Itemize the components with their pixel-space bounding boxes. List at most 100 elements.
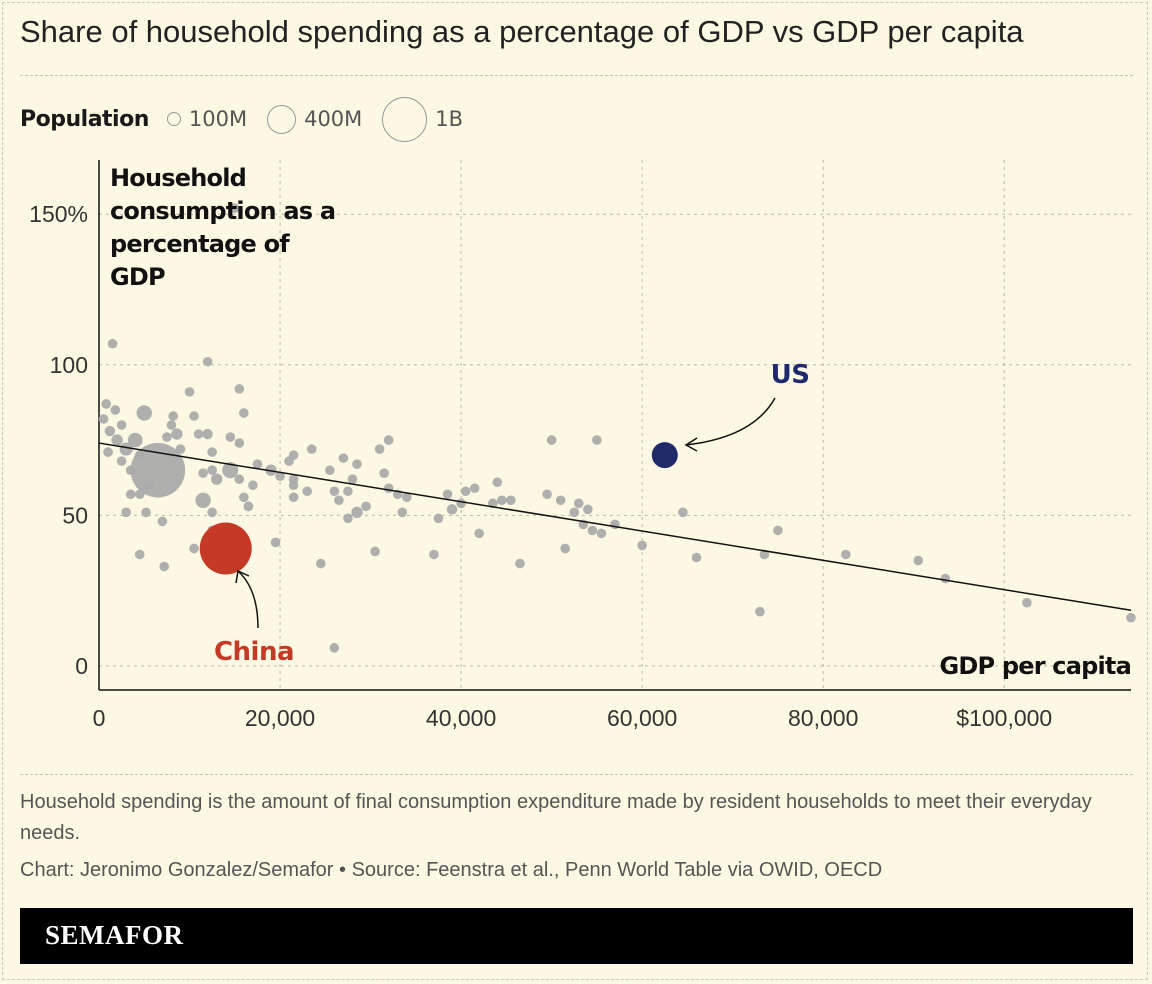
- chart-note: Household spending is the amount of fina…: [20, 791, 1092, 844]
- data-point: [116, 420, 127, 430]
- data-point: [171, 428, 183, 440]
- data-point: [759, 549, 770, 560]
- data-point: [234, 384, 245, 394]
- data-point: [940, 573, 951, 584]
- x-tick-label: 60,000: [607, 705, 677, 731]
- trendline: [98, 442, 1132, 611]
- data-point: [401, 492, 412, 503]
- data-point: [315, 558, 326, 569]
- data-point: [119, 442, 133, 456]
- data-point: [460, 486, 471, 497]
- data-point: [98, 414, 109, 424]
- data-point: [546, 435, 557, 445]
- y-tick-label: 50: [62, 502, 88, 528]
- data-point: [913, 555, 924, 566]
- title-divider: [20, 75, 1133, 76]
- data-point: [334, 495, 344, 506]
- legend-item-label: 100M: [188, 107, 248, 131]
- data-point: [127, 432, 143, 448]
- brand-logo: SEMAFOR: [45, 920, 184, 950]
- data-point: [157, 516, 168, 527]
- data-point: [184, 387, 195, 397]
- x-tick-label: 40,000: [426, 705, 496, 731]
- legend-circle-small: [166, 112, 181, 126]
- legend-item-100m: 100M: [166, 107, 248, 131]
- data-point: [583, 504, 593, 515]
- data-point: [542, 489, 552, 500]
- data-point: [159, 561, 169, 572]
- data-point: [136, 405, 152, 421]
- data-point: [755, 606, 765, 617]
- chart-title: Share of household spending as a percent…: [20, 14, 1024, 49]
- y-tick-label: 0: [75, 653, 88, 679]
- data-point: [306, 444, 317, 454]
- data-point: [275, 471, 285, 481]
- data-point: [329, 643, 340, 653]
- data-point: [351, 506, 363, 519]
- data-point: [569, 507, 580, 518]
- data-point: [103, 447, 113, 457]
- data-point: [446, 504, 458, 515]
- data-point: [374, 444, 385, 454]
- us-point: [651, 442, 678, 469]
- data-point: [189, 543, 199, 554]
- data-point: [229, 203, 240, 213]
- data-point: [560, 543, 571, 554]
- data-point: [370, 546, 380, 557]
- data-point: [506, 495, 516, 506]
- data-point: [193, 429, 204, 439]
- data-point: [222, 462, 239, 479]
- data-point: [198, 468, 208, 478]
- data-point: [239, 492, 249, 503]
- x-tick-label: 20,000: [245, 705, 315, 731]
- data-point: [252, 459, 263, 469]
- data-point: [110, 405, 121, 415]
- data-point: [397, 507, 408, 518]
- legend-circle-medium: [267, 104, 297, 134]
- data-point: [1126, 612, 1136, 623]
- data-point: [207, 465, 217, 475]
- data-point: [143, 480, 154, 491]
- legend-item-label: 400M: [304, 107, 363, 131]
- data-point: [234, 474, 245, 485]
- data-point: [352, 459, 362, 469]
- data-point: [225, 432, 236, 442]
- notes-divider: [20, 774, 1133, 775]
- data-point: [116, 456, 127, 466]
- data-point: [433, 513, 444, 524]
- data-point: [302, 486, 313, 497]
- data-point: [497, 495, 507, 506]
- data-point: [841, 549, 851, 560]
- data-point: [134, 549, 145, 560]
- y-tick-label: 150%: [29, 201, 88, 227]
- data-point: [1022, 597, 1032, 608]
- data-point: [429, 549, 439, 560]
- legend-item-400m: 400M: [267, 104, 363, 134]
- data-point: [515, 558, 525, 569]
- data-point: [141, 507, 151, 518]
- chart-credit: Chart: Jeronimo Gonzalez/Semafor • Sourc…: [20, 859, 883, 881]
- data-point: [175, 444, 186, 454]
- data-point: [270, 537, 281, 548]
- data-point: [361, 501, 371, 512]
- data-point: [573, 498, 584, 509]
- data-point: [442, 489, 453, 500]
- data-point: [134, 489, 145, 500]
- data-point: [111, 434, 123, 446]
- china-point: [199, 522, 252, 575]
- data-point: [474, 528, 485, 539]
- data-point: [456, 498, 466, 509]
- data-point: [130, 442, 186, 498]
- data-point: [637, 540, 647, 551]
- data-point: [338, 453, 349, 463]
- data-point: [691, 552, 702, 563]
- data-point: [162, 432, 172, 442]
- data-point: [343, 513, 353, 524]
- data-point: [288, 480, 299, 491]
- data-point: [773, 525, 783, 536]
- data-point: [125, 489, 136, 500]
- population-legend: Population 100M 400M 1B: [20, 96, 473, 142]
- data-point: [189, 411, 199, 421]
- data-point: [678, 507, 688, 518]
